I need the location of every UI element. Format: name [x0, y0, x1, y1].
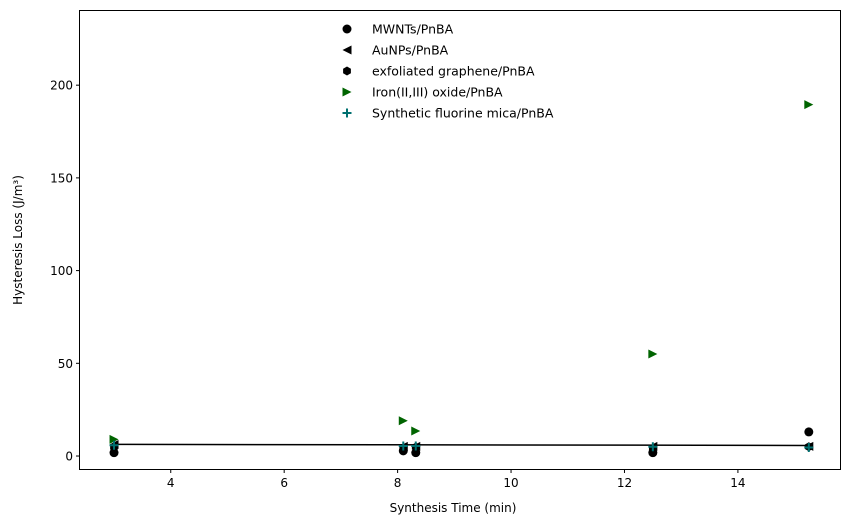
- legend-label: exfoliated graphene/PnBA: [372, 64, 535, 79]
- y-tick-label: 150: [50, 171, 73, 185]
- plot-frame: [79, 10, 841, 470]
- trend-line: [114, 443, 809, 447]
- data-point: [411, 441, 421, 451]
- legend-marker: [342, 108, 352, 118]
- legend-label: MWNTs/PnBA: [372, 22, 454, 37]
- y-tick-label: 0: [65, 450, 73, 464]
- data-point: [109, 434, 119, 444]
- data-point: [411, 426, 421, 436]
- data-point: [411, 448, 421, 458]
- series-synthetic-fluorine-mica-pnba: [109, 440, 814, 452]
- legend-label: Iron(II,III) oxide/PnBA: [372, 85, 503, 100]
- data-point: [804, 442, 814, 452]
- legend-item-synthetic-fluorine-mica-pnba: Synthetic fluorine mica/PnBA: [342, 106, 554, 121]
- legend-label: Synthetic fluorine mica/PnBA: [372, 106, 554, 121]
- x-axis-title: Synthesis Time (min): [390, 501, 517, 515]
- x-tick-label: 14: [730, 476, 745, 490]
- legend-marker: [342, 24, 352, 34]
- x-axis: 4 6 8 10 12 14: [167, 469, 746, 490]
- x-tick-label: 4: [167, 476, 175, 490]
- data-point: [398, 441, 408, 451]
- data-point: [804, 427, 814, 437]
- y-tick-label: 200: [50, 79, 73, 93]
- y-tick-label: 50: [58, 357, 73, 371]
- legend-label: AuNPs/PnBA: [372, 43, 449, 58]
- data-point: [648, 442, 658, 452]
- legend-item-aunps-pnba: AuNPs/PnBA: [342, 43, 449, 58]
- x-tick-label: 10: [503, 476, 518, 490]
- y-axis-title: Hysteresis Loss (J/m³): [11, 175, 25, 305]
- y-tick-label: 100: [50, 264, 73, 278]
- legend-item-exfoliated-graphene-pnba: exfoliated graphene/PnBA: [343, 64, 535, 79]
- plot-area: [109, 100, 814, 458]
- legend-marker: [342, 87, 352, 97]
- y-axis: 0 50 100 150 200: [50, 79, 80, 464]
- x-tick-label: 8: [394, 476, 402, 490]
- data-point: [109, 448, 119, 458]
- x-tick-label: 12: [617, 476, 632, 490]
- data-point: [109, 440, 119, 450]
- legend-item-mwnts-pnba: MWNTs/PnBA: [342, 22, 454, 37]
- legend-marker: [342, 45, 352, 55]
- x-tick-label: 6: [280, 476, 288, 490]
- data-point: [804, 100, 814, 110]
- series-mwnts-pnba: [109, 427, 814, 458]
- data-point: [648, 349, 658, 359]
- legend-marker: [343, 66, 351, 76]
- series-iron-ii-iii-oxide-pnba: [109, 100, 814, 444]
- data-point: [398, 416, 408, 426]
- legend-item-iron-ii-iii-oxide-pnba: Iron(II,III) oxide/PnBA: [342, 85, 503, 100]
- legend: MWNTs/PnBA AuNPs/PnBA exfoliated graphene/…: [342, 22, 554, 121]
